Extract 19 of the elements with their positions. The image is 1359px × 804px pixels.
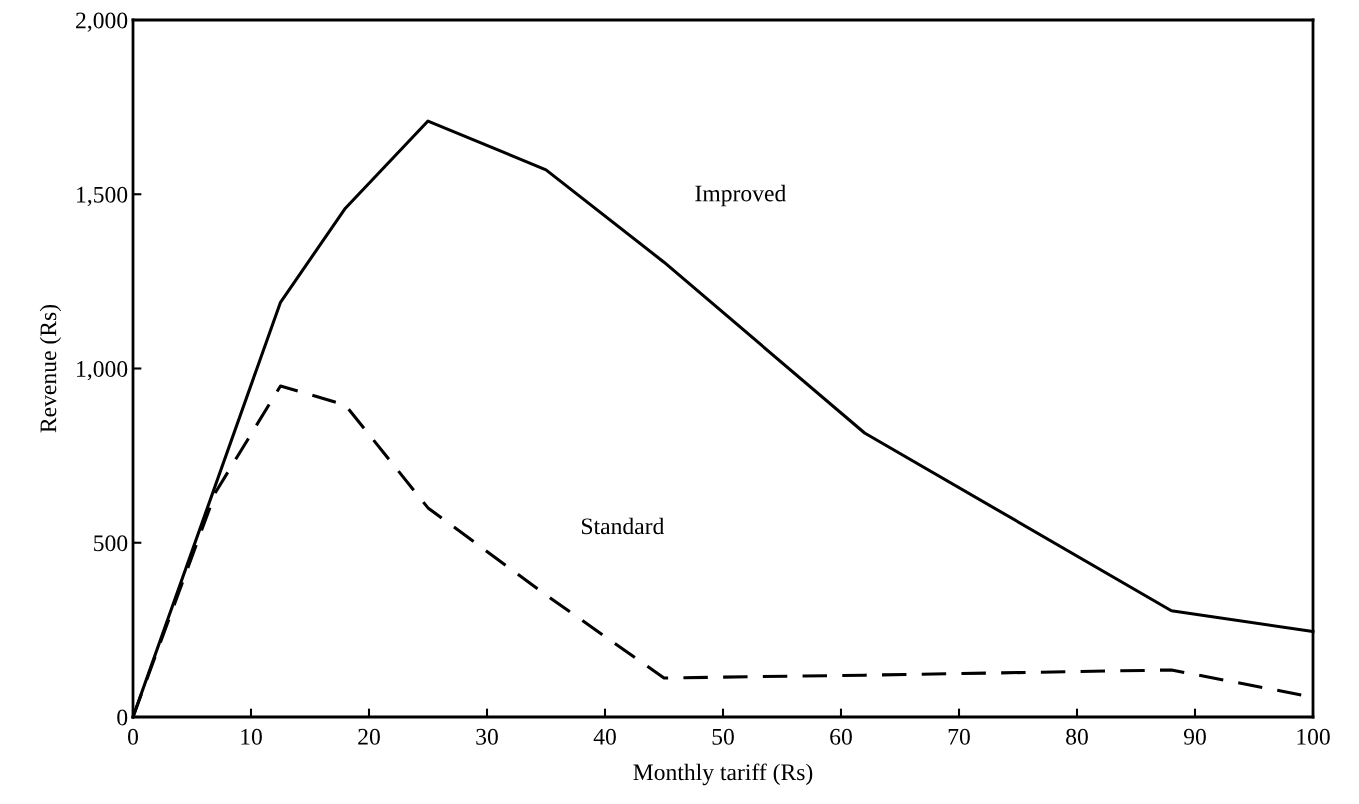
x-tick-label: 20 bbox=[358, 728, 380, 745]
y-tick-label: 1,500 bbox=[77, 186, 128, 207]
y-tick-label: 500 bbox=[94, 535, 128, 552]
y-tick-label: 1,000 bbox=[77, 360, 128, 381]
x-axis-title: Monthly tariff (Rs) bbox=[633, 763, 813, 786]
x-tick-label: 40 bbox=[593, 728, 616, 745]
x-tick-label: 30 bbox=[476, 728, 498, 745]
x-tick-label: 10 bbox=[241, 728, 262, 745]
text: Improved bbox=[695, 184, 786, 207]
y-tick-label: 0 bbox=[117, 709, 128, 726]
text: Standard bbox=[582, 517, 665, 535]
x-tick-label: 60 bbox=[830, 728, 852, 745]
x-tick-label: 50 bbox=[712, 728, 734, 745]
x-tick-label: 90 bbox=[1183, 728, 1206, 745]
x-tick-label: 100 bbox=[1297, 728, 1330, 745]
y-axis-title: Revenue (Rs) bbox=[39, 304, 62, 433]
y-tick-label: 2,000 bbox=[76, 12, 128, 32]
x-tick-label: 80 bbox=[1066, 728, 1088, 745]
x-tick-label: 70 bbox=[948, 728, 970, 745]
